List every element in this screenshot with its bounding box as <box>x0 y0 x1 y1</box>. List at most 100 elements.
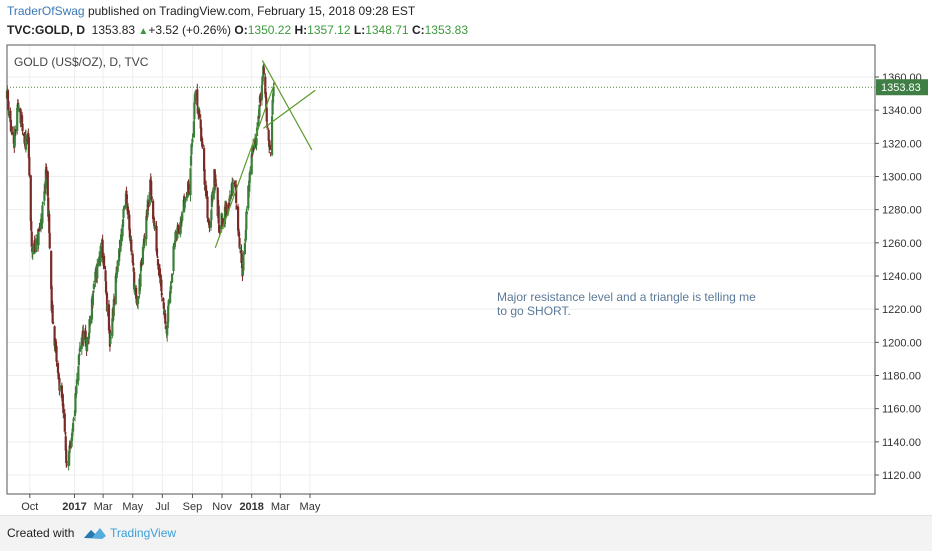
drawings <box>7 60 875 249</box>
candle-body <box>211 193 214 200</box>
y-tick-label: 1200.00 <box>882 337 922 349</box>
candle-body <box>141 247 145 265</box>
candle-body <box>240 266 244 269</box>
candle-body <box>203 148 206 172</box>
candle-body <box>16 107 19 132</box>
grid <box>7 45 875 494</box>
candle-body <box>21 123 24 132</box>
candle-body <box>162 298 165 302</box>
candle-body <box>156 256 159 258</box>
candle-body <box>46 171 49 197</box>
candle-body <box>96 264 99 279</box>
candle-body <box>259 94 262 101</box>
candle-body <box>106 304 109 311</box>
candle-body <box>269 152 272 154</box>
candle-body <box>48 214 51 234</box>
candle-body <box>269 144 272 150</box>
published-text: published on TradingView.com, February 1… <box>87 4 416 18</box>
candle-body <box>225 207 228 215</box>
candle-body <box>221 218 225 226</box>
candle-body <box>156 259 160 266</box>
candle-body <box>28 156 31 176</box>
candle-body <box>47 197 50 217</box>
y-tick-label: 1220.00 <box>882 304 922 316</box>
x-tick-label: 2018 <box>239 501 263 513</box>
candle-body <box>155 248 159 254</box>
candle-body <box>272 87 275 97</box>
candle-body <box>191 138 194 143</box>
x-tick-label: May <box>122 501 143 513</box>
candle-body <box>104 270 107 282</box>
candle-body <box>30 221 33 231</box>
candle-body <box>208 223 211 228</box>
annotation-line-1: Major resistance level and a triangle is… <box>497 290 756 304</box>
candle-body <box>228 203 231 205</box>
candle-body <box>145 216 148 240</box>
candle-body <box>198 109 201 118</box>
candle-body <box>50 286 53 311</box>
up-arrow-icon: ▲ <box>138 26 149 37</box>
low-label: L: <box>353 23 366 37</box>
x-tick-label: Nov <box>212 501 232 513</box>
ohlc-summary: TVC:GOLD, D 1353.83 ▲+3.52 (+0.26%) O:13… <box>7 23 468 37</box>
x-tick-label: Sep <box>183 501 203 513</box>
candle-body <box>270 116 274 155</box>
footer: Created with TradingView <box>0 515 932 551</box>
candle-body <box>162 302 165 309</box>
x-tick-label: Mar <box>271 501 290 513</box>
candle-body <box>82 334 85 343</box>
candle-body <box>131 253 134 264</box>
candle-body <box>72 418 75 420</box>
candle-body <box>135 287 138 299</box>
candle-body <box>181 213 184 221</box>
candle-body <box>226 205 230 215</box>
trend-line[interactable] <box>214 81 276 249</box>
candle-body <box>133 271 136 290</box>
candle-body <box>238 247 242 250</box>
candle-body <box>132 267 135 272</box>
candle-body <box>52 322 55 324</box>
open-label: O: <box>234 23 248 37</box>
candle-body <box>264 76 267 95</box>
candle-body <box>257 115 260 127</box>
chart-title: GOLD (US$/OZ), D, TVC <box>14 55 149 69</box>
candle-body <box>27 137 30 158</box>
open-value: 1350.22 <box>247 23 292 37</box>
candle-body <box>155 225 158 252</box>
candle-body <box>172 245 175 271</box>
candle-body <box>203 169 206 185</box>
candle-body <box>29 175 32 222</box>
tradingview-link[interactable]: TradingView <box>110 526 177 540</box>
candle-body <box>92 283 96 289</box>
candle-body <box>217 205 220 224</box>
x-tick-label: Jul <box>155 501 169 513</box>
candle-body <box>267 129 270 141</box>
trend-line[interactable] <box>261 60 313 151</box>
price-chart[interactable]: GOLD (US$/OZ), D, TVC 1120.00 1140.00 1160… <box>0 0 932 515</box>
candle-body <box>70 432 74 441</box>
trend-line[interactable] <box>262 89 316 129</box>
candle-body <box>132 262 135 266</box>
candle-body <box>157 263 160 270</box>
candle-body <box>90 298 94 320</box>
candle-body <box>116 260 119 272</box>
author-link[interactable]: TraderOfSwag <box>7 4 85 18</box>
candle-body <box>265 107 268 122</box>
candle-body <box>68 451 71 466</box>
candle-body <box>75 385 78 394</box>
candle-body <box>75 379 79 384</box>
plot-frame <box>6 44 876 495</box>
candle-body <box>148 192 151 205</box>
candle-body <box>245 211 248 230</box>
candle-body <box>236 206 240 231</box>
y-tick-label: 1180.00 <box>882 371 921 383</box>
change-value: +3.52 (+0.26%) <box>148 23 232 37</box>
candle-body <box>235 206 238 210</box>
candle-body <box>255 138 258 146</box>
candle-body <box>240 249 243 264</box>
candle-body <box>24 135 28 150</box>
x-tick-label: May <box>300 501 321 513</box>
candle-body <box>78 353 81 356</box>
x-tick-label: Oct <box>21 501 38 513</box>
created-with-label: Created with <box>7 526 75 540</box>
